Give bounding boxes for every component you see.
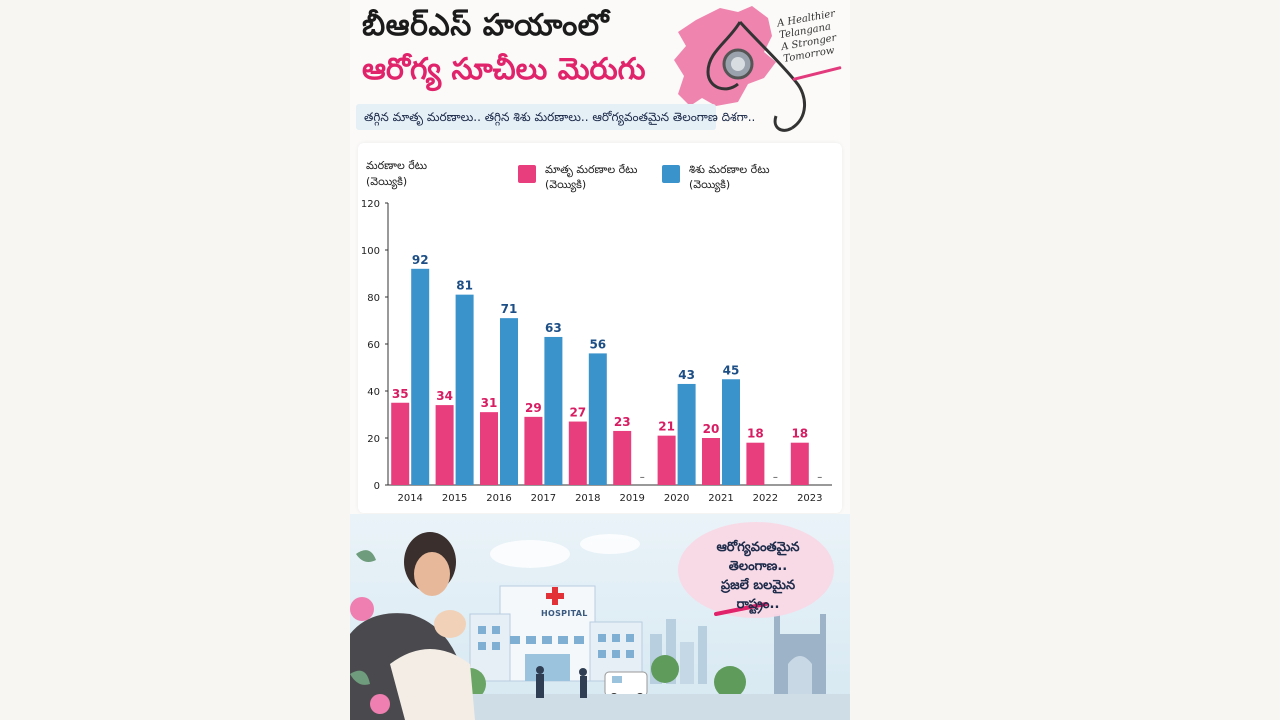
data-label: 21 (658, 420, 675, 434)
data-label: 27 (569, 406, 586, 420)
legend-label: మాతృ మరణాల రేటు (545, 163, 638, 176)
x-tick-label: 2020 (664, 493, 689, 504)
title-line-2: ఆరోగ్య సూచీలు మెరుగు (362, 52, 646, 87)
y-tick-label: 80 (367, 293, 380, 304)
data-label: 31 (481, 396, 498, 410)
data-label: 63 (545, 321, 562, 335)
bubble-text: ఆరోగ్యవంతమైన తెలంగాణ.. ప్రజలే బలమైన రాష్… (688, 538, 828, 614)
legend-maternal: మాతృ మరణాల రేటు (వెయ్యికి) (518, 162, 638, 192)
bar-infant (455, 294, 474, 485)
y-tick-label: 60 (367, 340, 380, 351)
y-axis-label: మరణాల రేటు (వెయ్యికి) (366, 158, 466, 190)
bar-maternal (790, 442, 809, 485)
missing-value-marker: – (640, 472, 645, 483)
data-label: 43 (678, 368, 695, 382)
data-label: 34 (436, 389, 453, 403)
legend-swatch-infant (662, 165, 680, 183)
data-label: 56 (589, 337, 606, 351)
speech-bubble (678, 522, 834, 618)
bar-maternal (702, 438, 720, 485)
bubble-line: ప్రజలే బలమైన (720, 578, 796, 593)
bar-infant (677, 383, 696, 485)
legend-label: శిశు మరణాల రేటు (689, 163, 770, 176)
subtitle: తగ్గిన మాతృ మరణాలు.. తగ్గిన శిశు మరణాలు.… (364, 110, 756, 124)
bar-infant (722, 379, 740, 485)
data-label: 18 (791, 427, 808, 441)
data-label: 29 (525, 401, 542, 415)
data-label: 18 (747, 427, 764, 441)
y-tick-label: 100 (361, 246, 380, 257)
x-tick-label: 2022 (753, 493, 778, 504)
data-label: 92 (412, 253, 429, 267)
x-tick-label: 2016 (486, 493, 511, 504)
bar-maternal (480, 412, 498, 485)
bubble-line: ఆరోగ్యవంతమైన (716, 540, 800, 555)
bar-infant (411, 268, 430, 485)
x-tick-label: 2019 (619, 493, 644, 504)
legend-label: (వెయ్యికి) (689, 178, 731, 191)
x-tick-label: 2021 (708, 493, 733, 504)
subtitle-bar (356, 104, 716, 130)
x-tick-label: 2017 (531, 493, 556, 504)
legend-label: (వెయ్యికి) (545, 178, 587, 191)
x-tick-label: 2018 (575, 493, 600, 504)
bar-maternal (568, 421, 587, 485)
data-label: 20 (703, 422, 720, 436)
legend-swatch-maternal (518, 165, 536, 183)
y-tick-label: 40 (367, 387, 380, 398)
bar-maternal (524, 416, 543, 485)
bar-maternal (746, 442, 765, 485)
x-tick-label: 2023 (797, 493, 822, 504)
y-axis-label-line: (వెయ్యికి) (366, 175, 408, 188)
data-label: 35 (392, 387, 409, 401)
bar-infant (588, 353, 607, 485)
bar-maternal (657, 435, 676, 485)
x-tick-label: 2014 (397, 493, 422, 504)
y-tick-label: 20 (367, 434, 380, 445)
bar-maternal (613, 430, 632, 485)
missing-value-marker: – (817, 472, 822, 483)
bar-chart: 0 20 40 60 80 100 120 2014 35 92 2015 34 81 2016 31 71 2… (361, 199, 832, 504)
missing-value-marker: – (773, 472, 778, 483)
bar-infant (500, 318, 518, 485)
legend-infant: శిశు మరణాల రేటు (వెయ్యికి) (662, 162, 770, 192)
y-axis-label-line: మరణాల రేటు (366, 159, 428, 172)
data-label: 23 (614, 415, 631, 429)
bubble-line: తెలంగాణ.. (728, 559, 788, 574)
y-tick-label: 0 (374, 481, 380, 492)
bar-infant (544, 336, 563, 485)
bar-maternal (435, 405, 454, 485)
data-label: 45 (723, 363, 740, 377)
hospital-sign: HOSPITAL (541, 609, 588, 618)
x-tick-label: 2015 (442, 493, 467, 504)
data-label: 71 (501, 302, 518, 316)
telangana-map-stethoscope-icon (674, 6, 806, 132)
data-label: 81 (456, 279, 473, 293)
y-tick-label: 120 (361, 199, 380, 210)
bar-maternal (391, 402, 410, 485)
title-line-1: బీఆర్ఎస్ హయాంలో (362, 8, 610, 43)
bubble-line: రాష్ట్రం.. (736, 597, 780, 612)
infographic-poster: బీఆర్ఎస్ హయాంలో ఆరోగ్య సూచీలు మెరుగు A H… (350, 0, 850, 720)
